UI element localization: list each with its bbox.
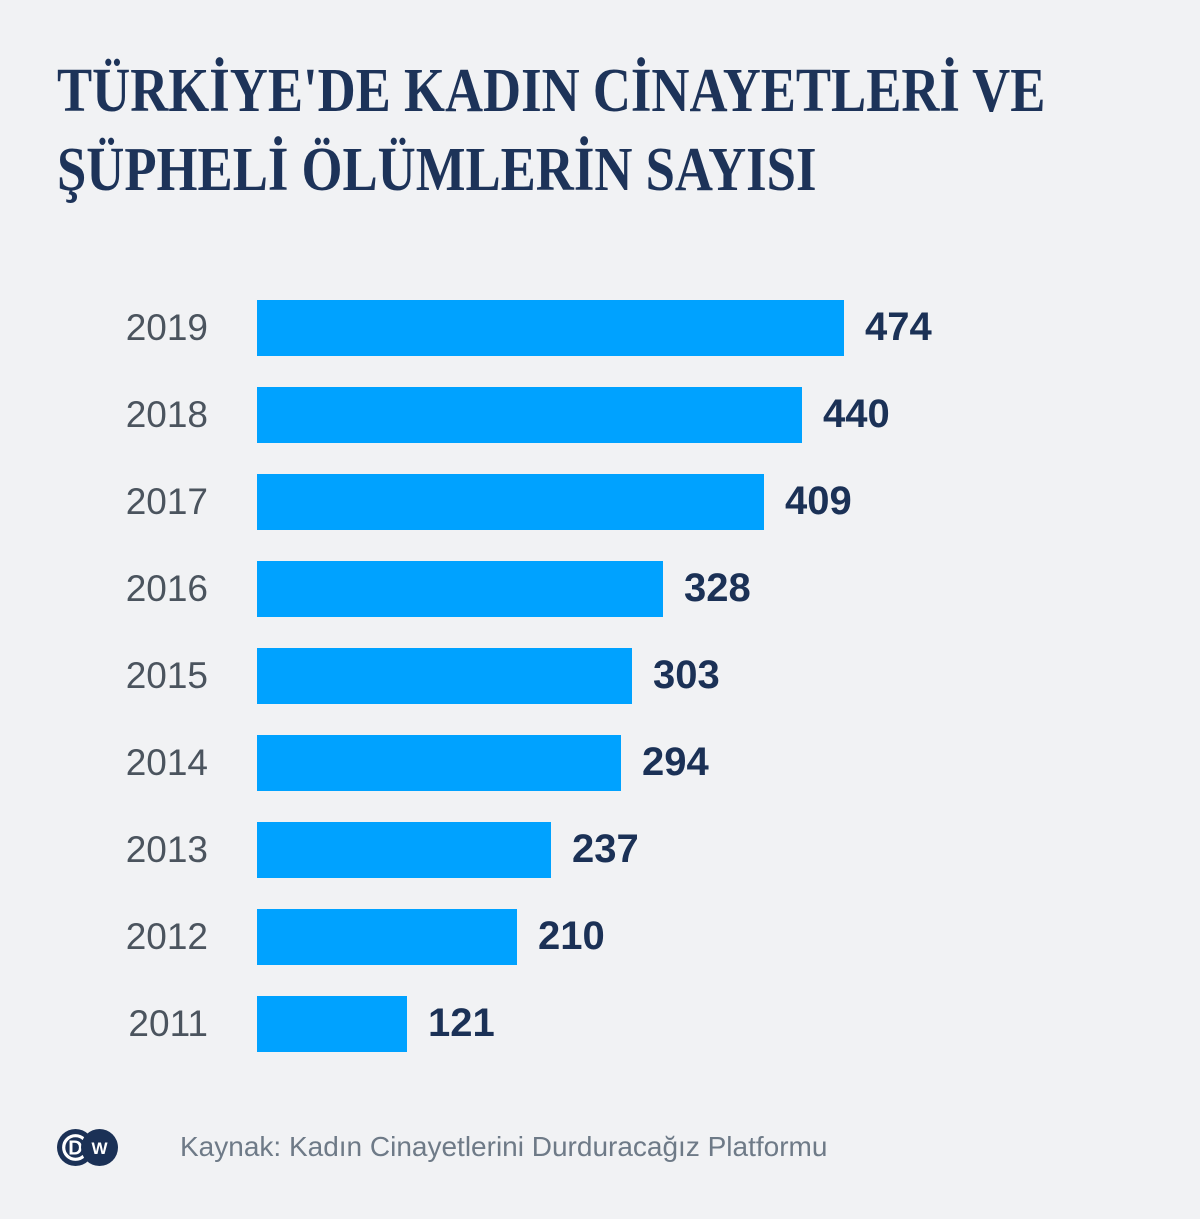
bar-chart: 2019 474 2018 440 2017 409 2016 328 2015 303 2014 2… <box>57 299 1200 1052</box>
value-label: 237 <box>572 827 639 872</box>
year-label: 2013 <box>125 828 208 870</box>
title-line-2: ŞÜPHELİ ÖLÜMLERİN SAYISI <box>57 136 817 205</box>
title-line-1: TÜRKİYE'DE KADIN CİNAYETLERİ VE <box>57 57 1046 125</box>
value-label: 474 <box>865 305 932 350</box>
bar <box>257 647 632 704</box>
bar <box>257 386 802 443</box>
year-label: 2019 <box>125 306 208 348</box>
footer: D W Kaynak: Kadın Cinayetlerini Durdurac… <box>57 1128 1200 1166</box>
value-label: 440 <box>823 392 890 437</box>
chart-row: 2012 210 <box>57 908 1200 965</box>
dw-logo: D W <box>57 1128 118 1166</box>
bar <box>257 734 621 791</box>
chart-row: 2016 328 <box>57 560 1200 617</box>
bar <box>257 560 663 617</box>
year-label: 2016 <box>125 567 208 609</box>
chart-row: 2019 474 <box>57 299 1200 356</box>
value-label: 121 <box>428 1001 495 1046</box>
chart-row: 2017 409 <box>57 473 1200 530</box>
bar <box>257 473 764 530</box>
chart-row: 2015 303 <box>57 647 1200 704</box>
value-label: 328 <box>684 566 751 611</box>
bar <box>257 821 551 878</box>
year-label: 2015 <box>125 654 208 696</box>
year-label: 2014 <box>125 741 208 783</box>
bar <box>257 995 407 1052</box>
bar <box>257 299 844 356</box>
year-label: 2012 <box>125 915 208 957</box>
value-label: 210 <box>538 914 605 959</box>
chart-row: 2011 121 <box>57 995 1200 1052</box>
svg-text:D: D <box>68 1137 82 1159</box>
year-label: 2017 <box>125 480 208 522</box>
chart-row: 2013 237 <box>57 821 1200 878</box>
source-text: Kaynak: Kadın Cinayetlerini Durduracağız… <box>180 1131 828 1163</box>
value-label: 303 <box>653 653 720 698</box>
year-label: 2018 <box>125 393 208 435</box>
value-label: 409 <box>785 479 852 524</box>
svg-text:W: W <box>91 1139 108 1158</box>
year-label: 2011 <box>128 1002 208 1044</box>
chart-row: 2014 294 <box>57 734 1200 791</box>
value-label: 294 <box>642 740 709 785</box>
chart-row: 2018 440 <box>57 386 1200 443</box>
page-title: TÜRKİYE'DE KADIN CİNAYETLERİ VE ŞÜPHELİ … <box>57 52 1046 211</box>
bar <box>257 908 517 965</box>
